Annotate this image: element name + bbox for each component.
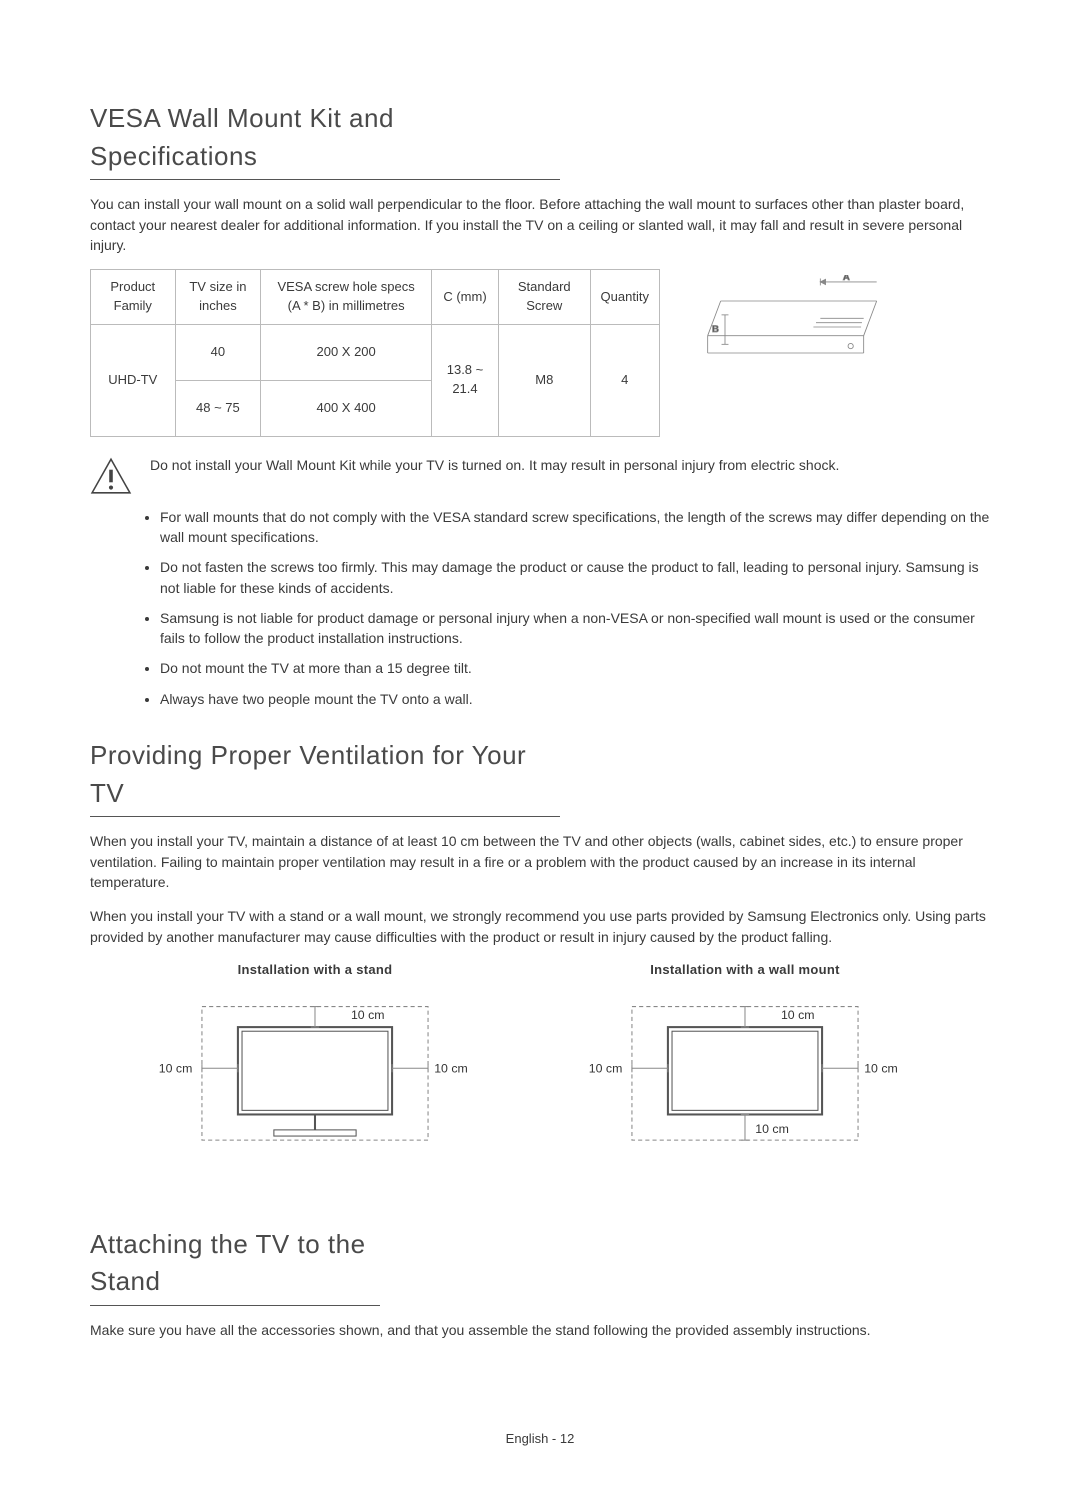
dist-left: 10 cm [159, 1061, 193, 1075]
bullet-list: For wall mounts that do not comply with … [90, 507, 990, 709]
dist-right: 10 cm [864, 1061, 898, 1075]
col-screw: Standard Screw [499, 270, 591, 325]
cell-size-2: 48 ~ 75 [175, 380, 261, 436]
col-product-family: Product Family [91, 270, 176, 325]
heading-vesa: VESA Wall Mount Kit and Specifications [90, 100, 560, 180]
list-item: Samsung is not liable for product damage… [160, 608, 990, 649]
dist-right: 10 cm [434, 1061, 468, 1075]
ventilation-p2: When you install your TV with a stand or… [90, 906, 990, 947]
list-item: Always have two people mount the TV onto… [160, 689, 990, 709]
stand-text: Make sure you have all the accessories s… [90, 1320, 990, 1340]
dist-top: 10 cm [781, 1008, 815, 1022]
col-c-mm: C (mm) [431, 270, 498, 325]
cell-product-family: UHD-TV [91, 324, 176, 436]
diagram-stand: 10 cm 10 cm 10 cm [130, 986, 500, 1161]
diag-title-stand: Installation with a stand [130, 961, 500, 980]
spec-table: Product Family TV size in inches VESA sc… [90, 269, 660, 436]
cell-screw: M8 [499, 324, 591, 436]
screw-diagram: A B [680, 269, 900, 379]
cell-quantity: 4 [590, 324, 659, 436]
col-tv-size: TV size in inches [175, 270, 261, 325]
cell-vesa-1: 200 X 200 [261, 324, 432, 380]
ventilation-diagrams: Installation with a stand 10 cm 10 cm 10… [130, 961, 990, 1166]
caution-icon [90, 455, 132, 497]
heading-ventilation: Providing Proper Ventilation for Your TV [90, 737, 560, 817]
cell-size-1: 40 [175, 324, 261, 380]
label-a: A [843, 272, 850, 283]
dist-bottom: 10 cm [755, 1122, 789, 1136]
cell-c-mm: 13.8 ~ 21.4 [431, 324, 498, 436]
heading-stand: Attaching the TV to the Stand [90, 1226, 380, 1306]
label-b: B [712, 324, 719, 335]
list-item: Do not mount the TV at more than a 15 de… [160, 658, 990, 678]
caution-block: Do not install your Wall Mount Kit while… [90, 455, 990, 497]
col-quantity: Quantity [590, 270, 659, 325]
diagram-wall-mount: 10 cm 10 cm 10 cm 10 cm [560, 986, 930, 1161]
ventilation-p1: When you install your TV, maintain a dis… [90, 831, 990, 892]
table-row: UHD-TV 40 200 X 200 13.8 ~ 21.4 M8 4 [91, 324, 660, 380]
list-item: Do not fasten the screws too firmly. Thi… [160, 557, 990, 598]
col-vesa-spec: VESA screw hole specs (A * B) in millime… [261, 270, 432, 325]
cell-vesa-2: 400 X 400 [261, 380, 432, 436]
intro-text: You can install your wall mount on a sol… [90, 194, 990, 255]
diag-title-wall: Installation with a wall mount [560, 961, 930, 980]
table-header-row: Product Family TV size in inches VESA sc… [91, 270, 660, 325]
caution-text: Do not install your Wall Mount Kit while… [150, 455, 839, 475]
dist-left: 10 cm [589, 1061, 623, 1075]
list-item: For wall mounts that do not comply with … [160, 507, 990, 548]
spec-table-wrap: Product Family TV size in inches VESA sc… [90, 269, 990, 436]
page-footer: English - 12 [90, 1430, 990, 1449]
dist-top: 10 cm [351, 1008, 385, 1022]
